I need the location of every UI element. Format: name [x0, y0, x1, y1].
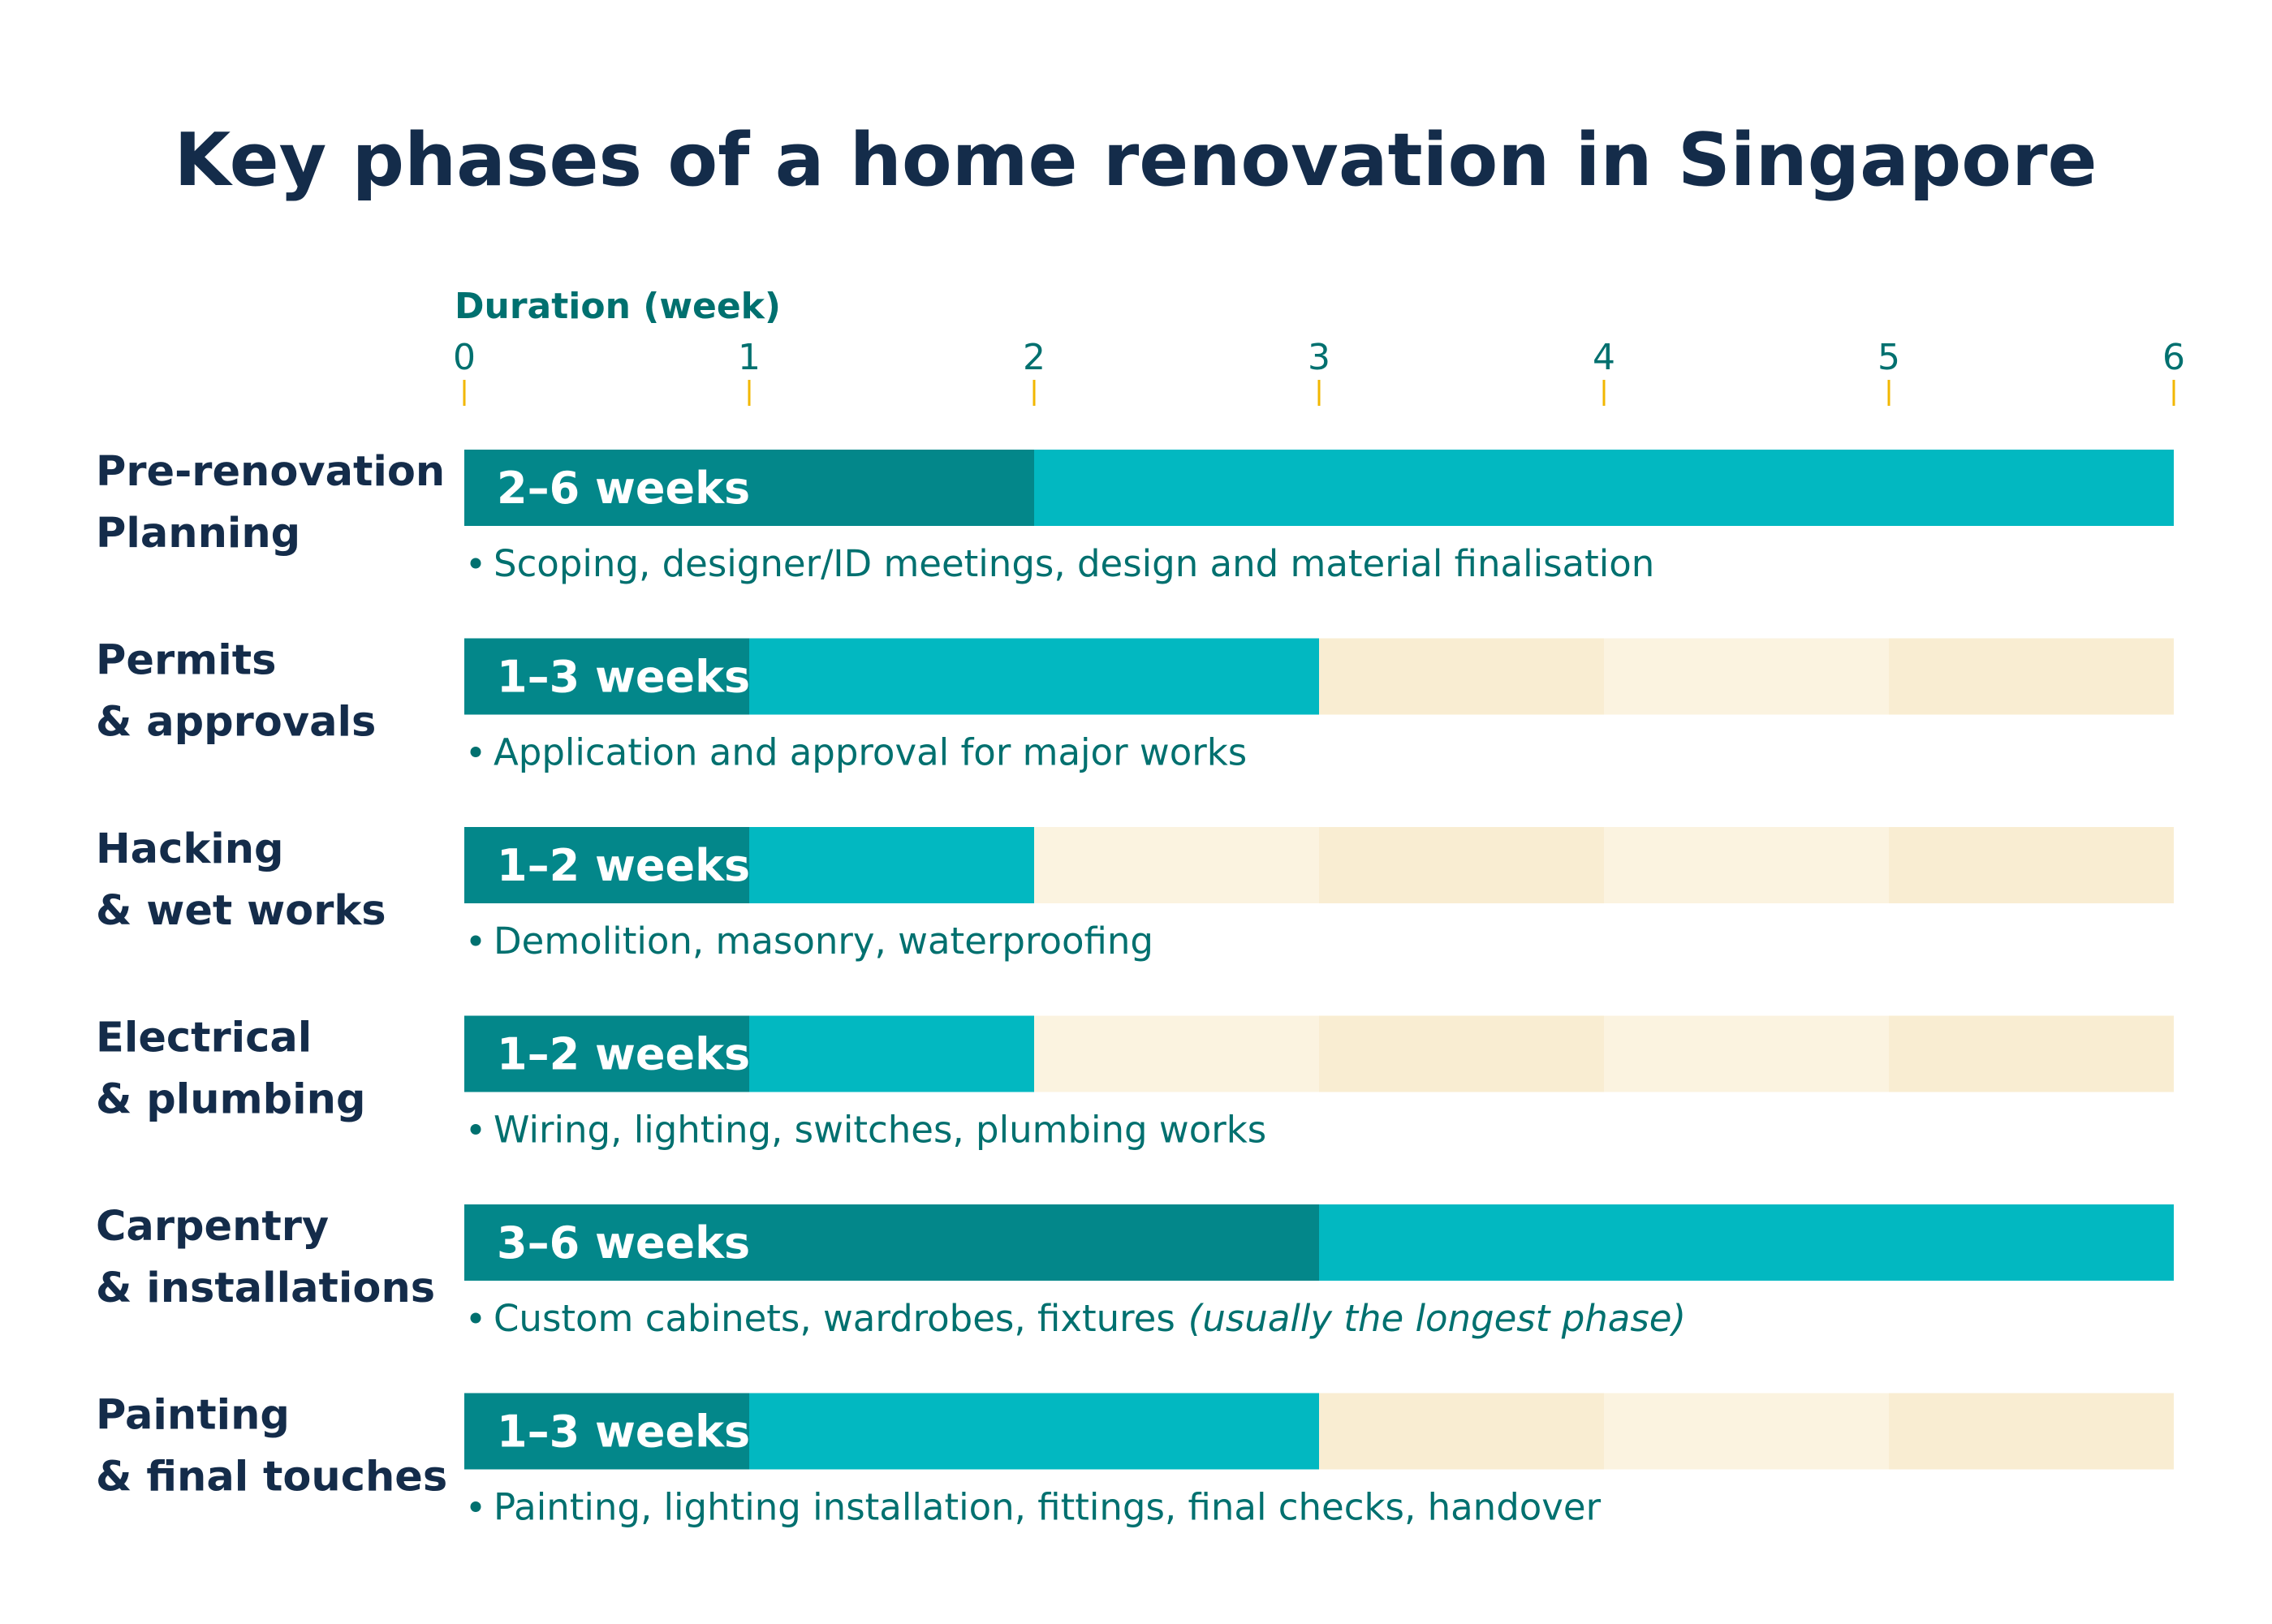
track-segment [1319, 638, 1604, 715]
track-segment [1034, 827, 1319, 903]
phase-label-line1: Permits [96, 637, 276, 685]
track-segment [1889, 1015, 2174, 1092]
x-tick-label: 3 [1308, 337, 1330, 378]
min-duration-bar [464, 1393, 749, 1470]
phase-description: Application and approval for major works [494, 731, 1247, 774]
bullet-icon [470, 1501, 481, 1512]
chart-title: Key phases of a home renovation in Singa… [174, 118, 2097, 203]
phase-label-line2: Planning [96, 510, 300, 558]
bullet-icon [470, 1124, 481, 1135]
phase-description: Painting, lighting installation, fitting… [494, 1486, 1602, 1529]
bullet-icon [470, 935, 481, 946]
track-segment [1604, 638, 1889, 715]
track-segment [1319, 1393, 1604, 1470]
duration-label: 1–2 weeks [497, 1029, 750, 1080]
x-tick-label: 0 [453, 337, 476, 378]
min-duration-bar [464, 1204, 1319, 1281]
phase-row: Electrical & plumbing 1–2 weeks Wiring, lig… [96, 1014, 2174, 1152]
track-segment [1034, 1015, 1319, 1092]
phase-description: Wiring, lighting, switches, plumbing wor… [494, 1109, 1266, 1152]
phase-label-line2: & plumbing [96, 1076, 365, 1124]
min-duration-bar [464, 827, 749, 903]
phase-row: Pre-renovation Planning 2–6 weeks Scoping, … [96, 448, 2174, 585]
phase-description-text: Custom cabinets, wardrobes, fixtures [494, 1297, 1175, 1340]
phase-label-line1: Pre-renovation [96, 448, 445, 496]
phase-label-line1: Carpentry [96, 1203, 329, 1251]
x-axis-label: Duration (week) [455, 286, 781, 327]
x-tick-label: 1 [738, 337, 761, 378]
track-segment [1889, 827, 2174, 903]
min-duration-bar [464, 450, 1034, 526]
phase-description-text: Scoping, designer/ID meetings, design an… [494, 542, 1654, 585]
phase-description-note: (usually the longest phase) [1188, 1297, 1686, 1340]
phase-description: Demolition, masonry, waterproofing [494, 920, 1153, 963]
bullet-icon [470, 1312, 481, 1324]
x-axis-ticks: 0 1 2 3 4 5 6 [453, 337, 2185, 406]
x-tick-label: 2 [1023, 337, 1045, 378]
phase-rows: Pre-renovation Planning 2–6 weeks Scoping, … [96, 448, 2174, 1529]
phase-description-text: Wiring, lighting, switches, plumbing wor… [494, 1109, 1266, 1152]
phase-description: Custom cabinets, wardrobes, fixtures (usu… [494, 1297, 1686, 1340]
phase-row: Painting & final touches 1–3 weeks Painting… [96, 1392, 2174, 1529]
phase-description-text: Application and approval for major works [494, 731, 1247, 774]
track-segment [1604, 1015, 1889, 1092]
track-segment [1319, 1015, 1604, 1092]
track-segment [1604, 827, 1889, 903]
phase-label-line1: Hacking [96, 825, 284, 873]
phase-label-line2: & final touches [96, 1454, 447, 1501]
x-tick-label: 6 [2162, 337, 2185, 378]
track-segment [1319, 827, 1604, 903]
duration-label: 3–6 weeks [497, 1217, 750, 1269]
min-duration-bar [464, 638, 749, 715]
bullet-icon [470, 747, 481, 757]
duration-label: 1–2 weeks [497, 840, 750, 891]
duration-label: 1–3 weeks [497, 1406, 750, 1458]
phase-label-line2: & installations [96, 1264, 435, 1312]
duration-label: 1–3 weeks [497, 652, 750, 703]
phase-label-line2: & approvals [96, 699, 376, 747]
phase-label-line2: & wet works [96, 887, 386, 935]
bullet-icon [470, 558, 481, 569]
phase-description-text: Painting, lighting installation, fitting… [494, 1486, 1602, 1529]
duration-label: 2–6 weeks [497, 463, 750, 514]
phase-description-text: Demolition, masonry, waterproofing [494, 920, 1153, 963]
phase-description: Scoping, designer/ID meetings, design an… [494, 542, 1654, 585]
phase-label-line1: Painting [96, 1392, 290, 1440]
min-duration-bar [464, 1015, 749, 1092]
phase-row: Carpentry & installations 3–6 weeks Custom … [96, 1203, 2174, 1340]
track-segment [1604, 1393, 1889, 1470]
phase-row: Hacking & wet works 1–2 weeks Demolition, m… [96, 825, 2174, 963]
x-tick-label: 4 [1593, 337, 1615, 378]
track-segment [1889, 638, 2174, 715]
track-segment [1889, 1393, 2174, 1470]
phase-row: Permits & approvals 1–3 weeks Application a… [96, 637, 2174, 774]
x-tick-label: 5 [1878, 337, 1900, 378]
phase-label-line1: Electrical [96, 1014, 312, 1062]
